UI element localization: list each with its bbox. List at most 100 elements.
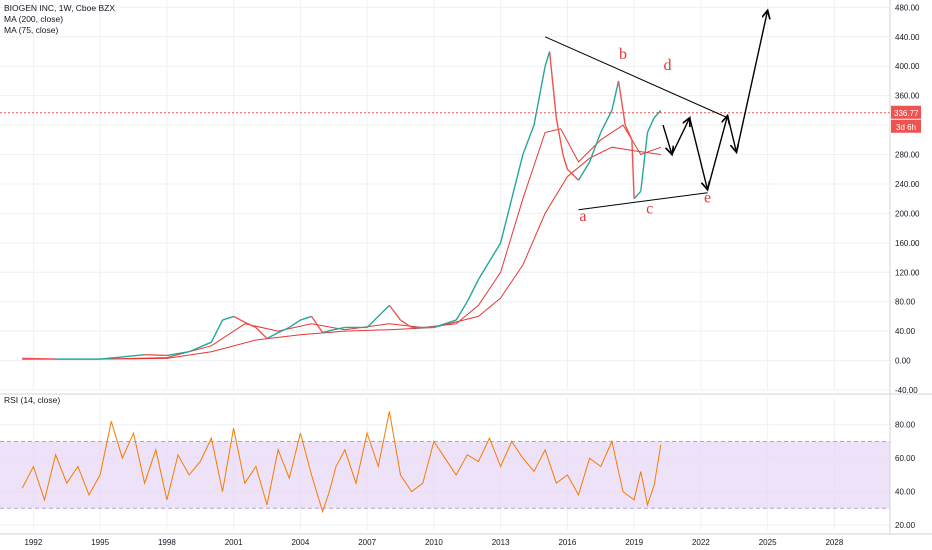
price-segment[interactable] [611, 80, 620, 111]
ma75-line[interactable] [22, 124, 661, 360]
rsi-plot[interactable] [21, 411, 662, 514]
price-segment[interactable] [646, 117, 655, 133]
main-legend: BIOGEN INC, 1W, Cboe BZX MA (200, close)… [4, 3, 115, 36]
price-segment[interactable] [122, 353, 145, 358]
price-segment[interactable] [288, 319, 301, 329]
projection-arrow[interactable] [706, 116, 728, 191]
price-segment[interactable] [255, 326, 268, 339]
wave-label-a: a [579, 208, 586, 225]
price-segment[interactable] [388, 304, 402, 321]
price-tick-label: 0.00 [895, 357, 911, 366]
price-segment[interactable] [244, 321, 257, 329]
rsi-tick-label: 60.00 [895, 454, 916, 463]
wave-annotations: a b c d e [544, 10, 768, 225]
price-segment[interactable] [400, 319, 413, 329]
price-tick-label: 200.00 [895, 209, 920, 218]
price-tick-label: 440.00 [895, 33, 920, 42]
price-segment[interactable] [210, 319, 224, 343]
price-tick-label: 400.00 [895, 62, 920, 71]
price-segment[interactable] [566, 168, 579, 181]
countdown-label: 3d 6h [896, 123, 916, 132]
price-segment[interactable] [144, 353, 167, 357]
year-tick-label: 2013 [492, 538, 510, 547]
price-segment[interactable] [624, 124, 633, 141]
price-segment[interactable] [544, 51, 551, 67]
last-price-badge [891, 105, 921, 119]
price-segment[interactable] [499, 198, 513, 244]
price-segment[interactable] [533, 66, 546, 126]
price-segment[interactable] [455, 301, 468, 321]
price-tick-label: -40.00 [895, 386, 918, 395]
price-segment[interactable] [100, 356, 123, 360]
price-segment[interactable] [466, 279, 480, 303]
main-grid [0, 0, 890, 391]
rsi-tick-label: 80.00 [895, 421, 916, 430]
rsi-band [0, 440, 890, 509]
price-segment[interactable] [617, 80, 626, 126]
last-price-label: 336.77 [894, 109, 919, 118]
price-segment[interactable] [322, 328, 334, 334]
price-segment[interactable] [562, 154, 569, 170]
legend-rsi[interactable]: RSI (14, close) [4, 395, 61, 405]
wave-label-c: c [646, 200, 653, 217]
price-segment[interactable] [233, 315, 246, 323]
price-segment[interactable] [653, 109, 662, 119]
price-segment[interactable] [222, 315, 234, 321]
triangle-trendline[interactable] [544, 36, 728, 119]
year-tick-label: 2001 [225, 538, 243, 547]
price-segment[interactable] [333, 326, 346, 331]
price-segment[interactable] [631, 139, 635, 199]
price-segment[interactable] [310, 316, 324, 334]
legend-ma75[interactable]: MA (75, close) [4, 25, 59, 35]
projection-arrow[interactable] [671, 118, 690, 155]
year-tick-label: 1998 [158, 538, 176, 547]
projection-arrow[interactable] [735, 10, 767, 153]
projection-arrow[interactable] [662, 124, 672, 154]
price-segment[interactable] [366, 304, 390, 328]
price-segment[interactable] [588, 132, 602, 163]
price-segment[interactable] [633, 190, 642, 200]
price-segment[interactable] [555, 117, 564, 155]
year-tick-label: 2010 [425, 538, 443, 547]
price-tick-label: 240.00 [895, 180, 920, 189]
price-segment[interactable] [640, 132, 649, 192]
price-tick-label: 280.00 [895, 151, 920, 160]
price-segment[interactable] [548, 51, 557, 118]
price-plot[interactable] [0, 51, 890, 360]
price-tick-label: 120.00 [895, 268, 920, 277]
legend-symbol[interactable]: BIOGEN INC, 1W, Cboe BZX [4, 3, 116, 13]
price-segment[interactable] [277, 326, 290, 334]
rsi-line[interactable] [21, 411, 662, 514]
price-segment[interactable] [577, 161, 591, 181]
triangle-trendline[interactable] [578, 192, 708, 211]
price-tick-label: 360.00 [895, 92, 920, 101]
price-tick-label: 80.00 [895, 298, 916, 307]
year-tick-label: 2022 [692, 538, 710, 547]
projection-arrow[interactable] [726, 115, 737, 153]
price-segment[interactable] [433, 319, 457, 329]
price-segment[interactable] [166, 351, 190, 357]
price-segment[interactable] [266, 331, 279, 340]
price-segment[interactable] [511, 154, 524, 199]
year-tick-label: 2028 [825, 538, 843, 547]
wave-label-e: e [704, 189, 711, 206]
price-segment[interactable] [188, 341, 212, 353]
price-segment[interactable] [477, 260, 491, 280]
price-segment[interactable] [488, 242, 502, 262]
rsi-tick-label: 20.00 [895, 521, 916, 530]
price-segment[interactable] [522, 124, 535, 155]
price-segment[interactable] [22, 357, 56, 360]
ma200-line[interactable] [22, 146, 661, 360]
legend-ma200[interactable]: MA (200, close) [4, 14, 64, 24]
price-segment[interactable] [600, 110, 613, 133]
year-tick-label: 1992 [24, 538, 42, 547]
price-segment[interactable] [300, 315, 312, 321]
year-tick-label: 2019 [625, 538, 643, 547]
year-tick-label: 1995 [91, 538, 109, 547]
year-tick-label: 2025 [759, 538, 777, 547]
rsi-band-fill [0, 441, 890, 509]
rsi-tick-label: 40.00 [895, 488, 916, 497]
projection-arrow[interactable] [689, 117, 708, 190]
